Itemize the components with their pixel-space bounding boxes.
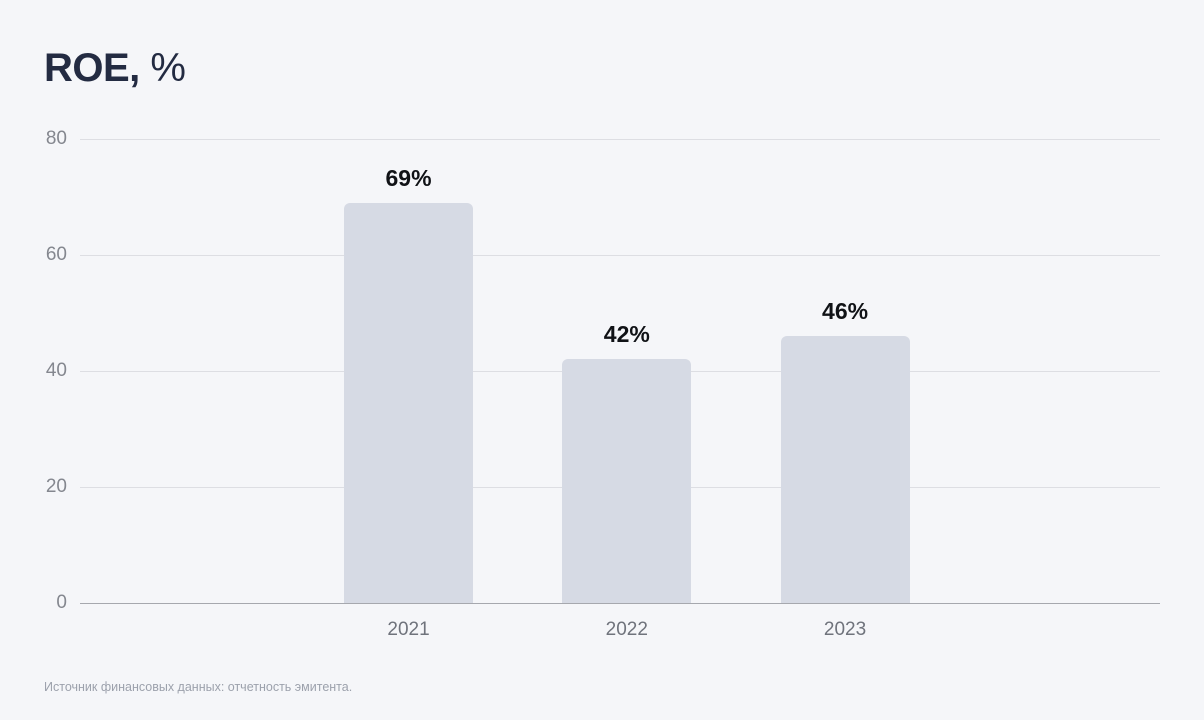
- y-tick-label: 80: [45, 128, 67, 149]
- y-tick-label: 40: [45, 360, 67, 381]
- value-label: 69%: [385, 164, 432, 191]
- bar-2021: [344, 202, 474, 603]
- value-label: 46%: [822, 298, 869, 325]
- y-tick-label: 20: [45, 476, 67, 497]
- x-axis-label: 2022: [605, 619, 648, 640]
- y-tick-label: 60: [45, 244, 67, 265]
- x-axis-line: [80, 602, 1160, 604]
- gridline: [80, 254, 1160, 256]
- page-title-main: ROE,: [44, 46, 140, 90]
- plot-area: 0 20 40 60 80 69% 2021 42% 2022 46% 2023: [46, 128, 1160, 640]
- bar-2022: [562, 359, 692, 603]
- value-label: 42%: [603, 321, 650, 348]
- bar-2023: [780, 336, 910, 603]
- x-axis-label: 2023: [823, 619, 867, 640]
- x-axis-label: 2021: [387, 619, 430, 640]
- y-tick-label: 0: [56, 592, 67, 613]
- page-title: ROE, %: [44, 46, 186, 91]
- gridline: [80, 138, 1160, 140]
- page-title-unit: %: [139, 46, 186, 90]
- source-note: Источник финансовых данных: отчетность э…: [44, 680, 353, 694]
